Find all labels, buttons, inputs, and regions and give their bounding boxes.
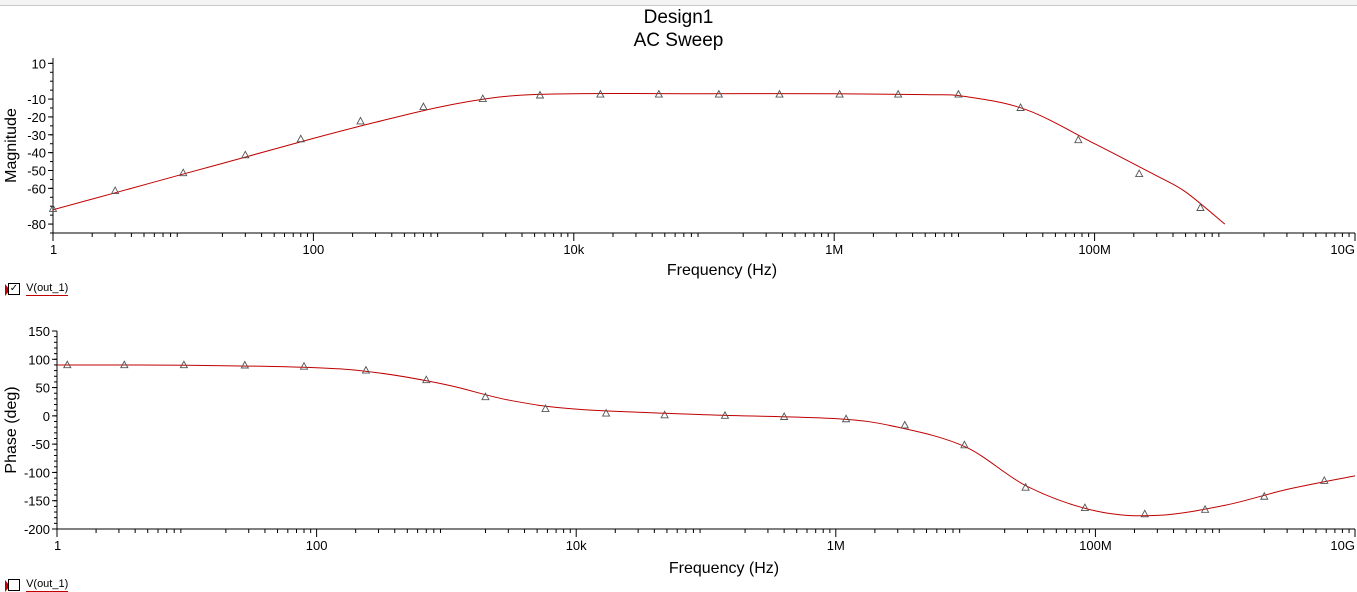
legend-label: V(out_1) [26, 282, 69, 296]
chart-titles: Design1 AC Sweep [0, 6, 1357, 52]
data-point [178, 168, 188, 177]
y-tick-label: -50 [27, 164, 46, 179]
x-tick-label: 10k [563, 242, 584, 257]
legend-magnitude[interactable]: ✓ V(out_1) [5, 282, 69, 296]
data-point [1074, 135, 1083, 144]
x-axis-label: Frequency (Hz) [667, 262, 777, 279]
x-tick-label: 1 [54, 538, 61, 553]
y-tick-label: 50 [36, 381, 50, 396]
design-title: Design1 [643, 7, 714, 28]
data-point [481, 392, 490, 401]
data-point [63, 360, 72, 369]
data-point [720, 410, 730, 419]
data-point [779, 412, 789, 420]
data-point [775, 89, 784, 98]
data-point [714, 89, 724, 98]
x-tick-label: 1M [827, 538, 845, 553]
data-point [299, 361, 309, 370]
y-tick-label: -60 [27, 181, 46, 196]
x-tick-label: 100 [303, 242, 325, 257]
y-tick-label: -10 [27, 92, 46, 107]
magnitude-plot: 1 100 10k 1M 100M 10G 10 -10 -20 -30 -40 -50 -60 -80 F… [3, 56, 1356, 279]
y-tick-label: -150 [24, 494, 50, 509]
x-tick-label: 100 [306, 538, 328, 553]
data-point [361, 365, 371, 374]
data-point [296, 134, 306, 143]
data-point [356, 116, 365, 125]
data-point [841, 414, 851, 423]
x-tick-label: 10G [1330, 242, 1355, 257]
data-point [240, 360, 250, 369]
data-point [596, 89, 605, 98]
y-tick-label: -200 [24, 522, 50, 537]
y-tick-label: 100 [28, 352, 50, 367]
x-tick-label: 10G [1330, 538, 1355, 553]
data-point [478, 94, 488, 103]
data-point [241, 150, 250, 159]
series-line [57, 364, 1356, 517]
x-tick-label: 1 [50, 242, 57, 257]
data-point [179, 360, 189, 369]
y-tick-label: -80 [27, 217, 46, 232]
y-tick-label: 10 [32, 56, 46, 71]
data-point [1016, 103, 1025, 111]
x-tick-label: 100M [1079, 538, 1112, 553]
data-point [419, 102, 428, 111]
data-point [893, 89, 903, 98]
data-point [1200, 504, 1210, 513]
legend-marker-icon [5, 580, 10, 592]
data-point [535, 90, 545, 99]
x-tick-label: 100M [1078, 242, 1111, 257]
data-point [1260, 491, 1269, 500]
y-tick-label: 0 [43, 409, 50, 424]
data-point [1080, 503, 1090, 512]
data-point [1140, 509, 1150, 518]
x-tick-label: 1M [825, 242, 843, 257]
data-point [654, 89, 664, 98]
data-point [1134, 169, 1144, 178]
y-tick-label: -100 [24, 465, 50, 480]
series-line [53, 93, 1226, 225]
data-point [422, 375, 431, 384]
data-point [900, 420, 910, 429]
legend-phase[interactable]: V(out_1) [5, 578, 69, 592]
data-point [110, 186, 120, 194]
data-point [1196, 203, 1205, 211]
y-axis-label: Phase (deg) [3, 386, 20, 473]
y-tick-label: -40 [27, 146, 46, 161]
analysis-title: AC Sweep [633, 30, 724, 51]
data-point [48, 203, 58, 212]
data-point [960, 440, 969, 449]
data-point [835, 89, 844, 98]
window-top-strip [0, 0, 1357, 6]
legend-label: V(out_1) [26, 578, 69, 592]
data-point [1021, 482, 1030, 491]
y-axis-label: Magnitude [3, 108, 20, 183]
data-point [1320, 475, 1329, 484]
data-point [541, 404, 550, 413]
phase-plot: 1 100 10k 1M 100M 10G 150 100 50 0 -50 -100 -150 -200… [3, 324, 1356, 577]
x-tick-label: 10k [566, 538, 587, 553]
y-tick-label: -50 [31, 437, 50, 452]
legend-checkbox[interactable] [8, 579, 20, 591]
data-point [660, 410, 669, 419]
y-tick-label: 150 [28, 324, 50, 339]
x-axis-label: Frequency (Hz) [669, 560, 779, 577]
data-point [954, 89, 963, 98]
y-tick-label: -30 [27, 128, 46, 143]
legend-checkbox[interactable]: ✓ [8, 283, 20, 295]
data-point [601, 408, 611, 417]
data-point [120, 360, 129, 369]
y-tick-label: -20 [27, 110, 46, 125]
legend-marker-icon [5, 284, 10, 296]
